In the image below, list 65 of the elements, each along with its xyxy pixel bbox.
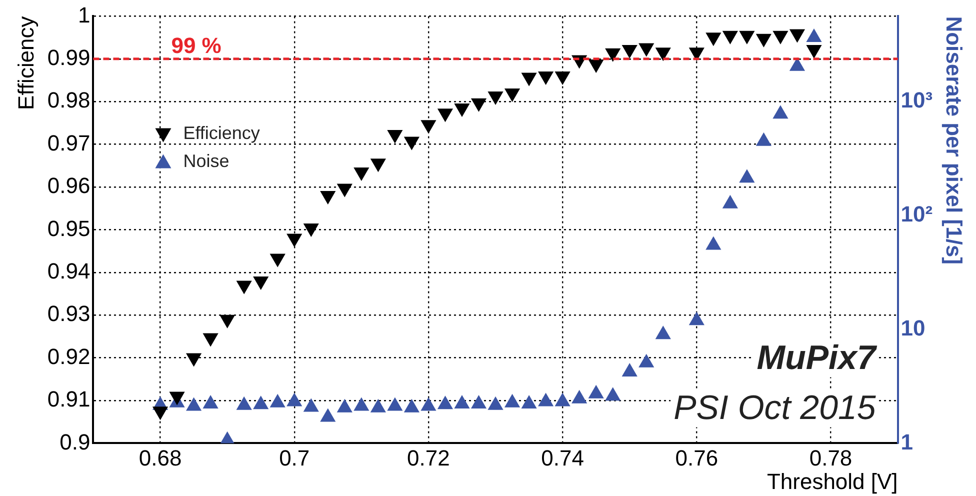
point bbox=[404, 398, 420, 412]
point bbox=[420, 397, 436, 411]
y-tick-label: 0.97 bbox=[47, 130, 90, 156]
point bbox=[387, 397, 403, 411]
y2-tick-label: 10 bbox=[900, 315, 926, 340]
ref-line-label: 99 % bbox=[171, 32, 222, 58]
point bbox=[688, 312, 704, 326]
y-tick-label: 0.92 bbox=[47, 344, 90, 369]
point bbox=[186, 397, 202, 411]
x-tick-label: 0.68 bbox=[138, 445, 182, 470]
y-tick-label: 0.93 bbox=[47, 301, 90, 326]
annotation: PSI Oct 2015 bbox=[674, 389, 876, 428]
y-tick-label: 0.96 bbox=[47, 173, 90, 198]
x-tick-label: 0.74 bbox=[541, 445, 584, 470]
point bbox=[789, 57, 806, 71]
point bbox=[739, 169, 755, 183]
point bbox=[554, 392, 570, 406]
y-tick-label: 0.9 bbox=[60, 429, 90, 454]
point bbox=[706, 236, 722, 250]
point bbox=[756, 132, 772, 146]
y-tick-label: 0.99 bbox=[47, 44, 90, 70]
point bbox=[488, 396, 504, 410]
point bbox=[303, 398, 319, 412]
legend-label: Efficiency bbox=[183, 123, 260, 144]
y-tick-label: 0.94 bbox=[47, 258, 90, 284]
point bbox=[354, 397, 370, 411]
point bbox=[454, 394, 470, 408]
point bbox=[538, 392, 554, 406]
point bbox=[470, 394, 487, 408]
point bbox=[202, 394, 218, 408]
x-tick-label: 0.76 bbox=[675, 445, 718, 470]
y-axis-title: Efficiency bbox=[13, 16, 38, 110]
point bbox=[236, 396, 252, 410]
point bbox=[370, 398, 386, 412]
x-tick-label: 0.7 bbox=[279, 445, 310, 470]
point bbox=[722, 194, 738, 208]
y2-tick-label: 10² bbox=[900, 201, 933, 226]
y-tick-label: 1 bbox=[78, 2, 90, 28]
x-tick-label: 0.72 bbox=[407, 445, 450, 470]
point bbox=[504, 394, 520, 408]
point bbox=[655, 326, 671, 340]
y2-axis-title: Noiserate per pixel [1/s] bbox=[942, 16, 967, 264]
y2-tick-label: 1 bbox=[900, 429, 914, 454]
y-tick-label: 0.95 bbox=[47, 216, 90, 241]
point bbox=[270, 394, 286, 408]
point bbox=[806, 28, 822, 42]
point bbox=[638, 354, 654, 368]
point bbox=[320, 408, 336, 422]
point bbox=[336, 398, 352, 412]
y2-tick-label: 10³ bbox=[900, 87, 933, 112]
point bbox=[253, 396, 269, 410]
point bbox=[437, 396, 454, 410]
y-tick-label: 0.98 bbox=[47, 88, 90, 113]
point bbox=[772, 105, 788, 119]
point bbox=[588, 384, 604, 398]
legend-label: Noise bbox=[183, 151, 230, 172]
point bbox=[605, 387, 621, 401]
point bbox=[286, 392, 302, 406]
point bbox=[622, 362, 638, 376]
point bbox=[521, 394, 537, 408]
annotation: MuPix7 bbox=[756, 339, 878, 378]
x-axis-title: Threshold [V] bbox=[766, 468, 898, 494]
x-tick-label: 0.78 bbox=[809, 445, 852, 470]
y-tick-label: 0.91 bbox=[47, 386, 90, 412]
point bbox=[572, 390, 588, 404]
